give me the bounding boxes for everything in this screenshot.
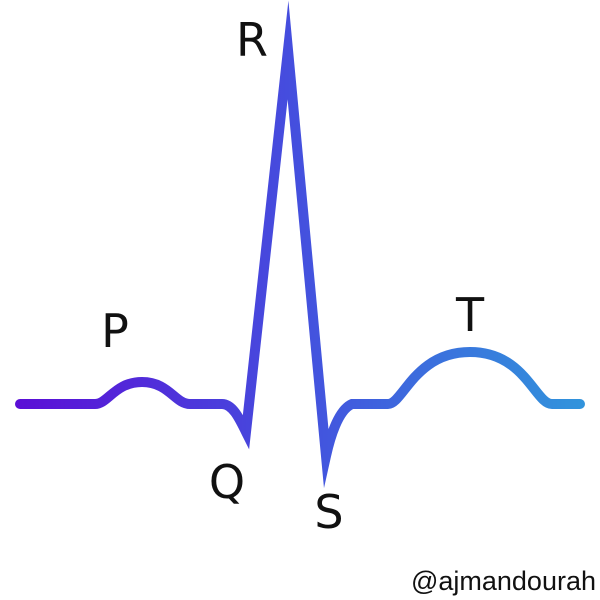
- s-wave-label: S: [314, 485, 343, 539]
- t-wave-label: T: [455, 288, 485, 342]
- ecg-waveform-line: [15, 0, 585, 489]
- r-wave-label: R: [236, 13, 268, 67]
- p-wave-label: P: [101, 304, 129, 358]
- author-credit: @ajmandourah: [411, 566, 596, 596]
- q-wave-label: Q: [209, 455, 245, 509]
